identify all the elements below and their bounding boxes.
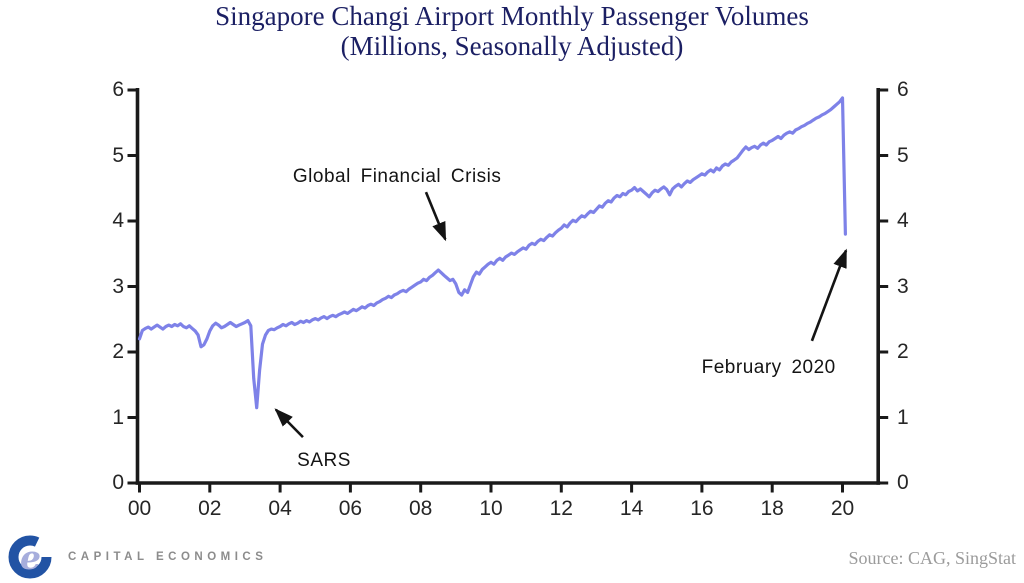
annotation-arrows: [274, 191, 848, 439]
y-axis-label-left: 3: [112, 274, 124, 298]
annotation-label: Global Financial Crisis: [292, 166, 502, 188]
chart-title-line1: Singapore Changi Airport Monthly Passeng…: [215, 1, 809, 31]
annotation-arrow: [810, 248, 848, 342]
y-axis-label-left: 4: [112, 209, 124, 232]
y-axis-label-right: 2: [897, 340, 909, 363]
y-axis-label-left: 5: [112, 143, 124, 167]
y-axis-label-right: 4: [897, 209, 909, 232]
x-axis-label: 08: [409, 497, 433, 520]
y-axis-label-right: 6: [897, 78, 909, 101]
annotation-arrow: [274, 408, 304, 439]
y-axis-label-right: 0: [897, 471, 909, 494]
x-axis-label: 12: [549, 497, 573, 520]
x-axis-label: 02: [198, 497, 222, 520]
annotation-label: February 2020: [701, 356, 836, 378]
capital-economics-logo: e CAPITAL ECONOMICS: [8, 534, 267, 580]
annotation-arrow: [424, 191, 447, 242]
x-axis-label: 20: [830, 497, 855, 520]
annotation-label: SARS: [297, 450, 351, 472]
data-line: [137, 96, 848, 410]
y-axis-label-left: 2: [112, 340, 124, 363]
source-note: Source: CAG, SingStat: [848, 548, 1016, 568]
logo-wordmark: CAPITAL ECONOMICS: [68, 551, 268, 563]
passenger-volume-line: [137, 96, 848, 410]
x-axis-label: 04: [268, 497, 292, 520]
logo-c-icon: e: [8, 534, 54, 580]
x-axis-label: 10: [479, 497, 503, 520]
chart-title-line2: (Millions, Seasonally Adjusted): [340, 31, 684, 61]
chart-title: Singapore Changi Airport Monthly Passeng…: [0, 1, 1024, 61]
y-axis-label-right: 5: [897, 143, 909, 167]
x-axis-label: 16: [690, 497, 714, 520]
y-axis-label-right: 1: [897, 405, 909, 429]
axes: [127, 88, 889, 493]
y-axis-label-left: 6: [112, 78, 124, 101]
x-axis-label: 18: [760, 497, 784, 520]
y-axis-label-left: 0: [112, 471, 124, 494]
x-axis-label: 00: [127, 497, 152, 520]
y-axis-label-left: 1: [112, 405, 124, 429]
x-axis-label: 06: [338, 497, 363, 520]
x-axis-label: 14: [619, 497, 644, 520]
logo-e-glyph: e: [20, 538, 41, 577]
y-axis-label-right: 3: [897, 274, 909, 298]
